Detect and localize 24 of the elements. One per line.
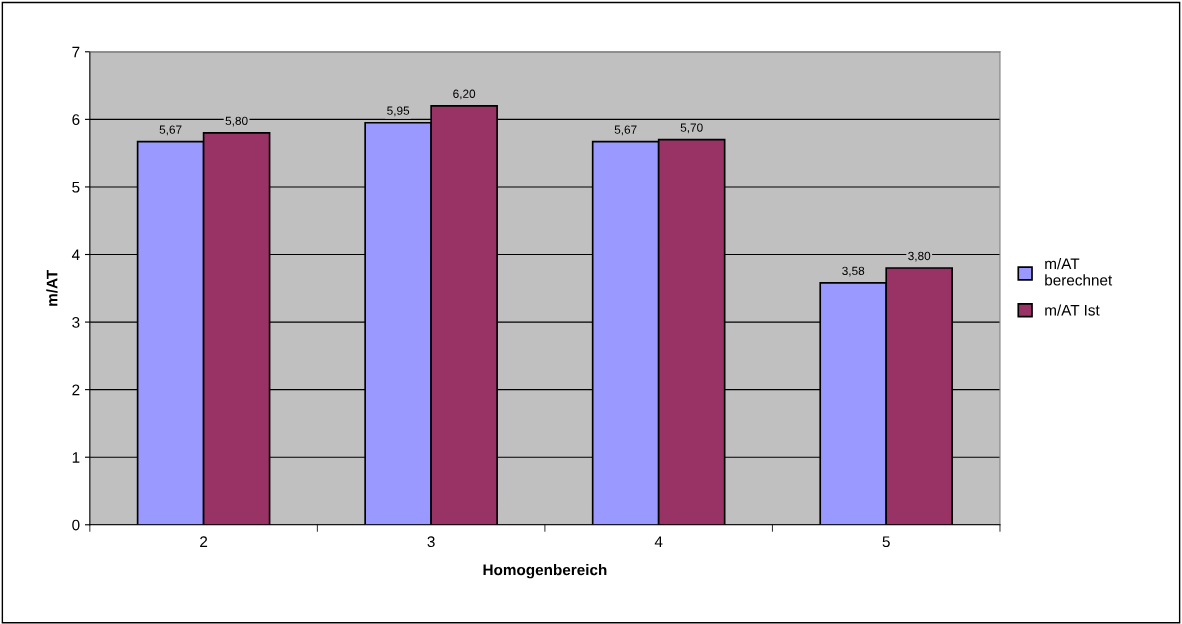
y-tick-label: 7 — [72, 46, 80, 58]
legend-label: m/AT Ist — [1045, 304, 1100, 316]
y-tick-label: 4 — [71, 249, 80, 261]
legend-label: m/AT berechnet — [1045, 257, 1113, 286]
y-tick-label: 0 — [72, 519, 80, 531]
data-label: 6,20 — [453, 89, 476, 100]
data-label: 5,95 — [387, 106, 410, 117]
y-tick-label: 6 — [72, 114, 80, 126]
x-tick-label: 5 — [882, 536, 890, 548]
data-label: 3,80 — [908, 251, 931, 262]
y-tick-label: 2 — [72, 384, 80, 396]
x-tick-label: 3 — [427, 536, 435, 548]
x-tick-label: 4 — [654, 536, 663, 547]
y-tick-label: 1 — [72, 452, 80, 463]
y-axis-title: m/AT — [46, 269, 58, 306]
data-label: 5,67 — [614, 125, 637, 136]
data-label: 5,67 — [159, 125, 182, 136]
y-tick-label: 5 — [72, 181, 80, 193]
data-label: 3,58 — [842, 266, 865, 277]
data-label: 5,70 — [680, 123, 703, 134]
data-label: 5,80 — [225, 116, 248, 127]
x-axis-title: Homogenbereich — [483, 564, 607, 579]
y-tick-label: 3 — [72, 316, 80, 328]
x-tick-label: 2 — [200, 536, 208, 547]
